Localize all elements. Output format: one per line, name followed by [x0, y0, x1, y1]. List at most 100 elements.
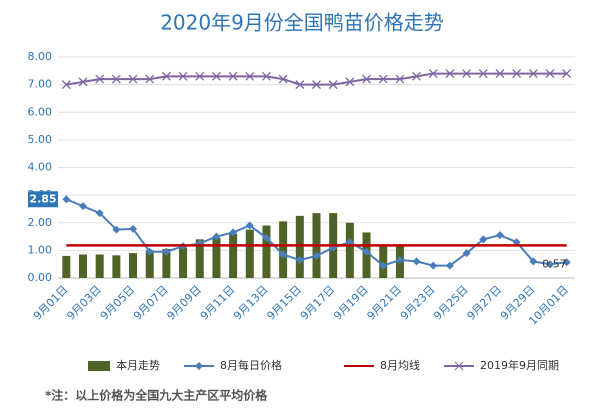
x-tick-label: 9月03日: [64, 283, 104, 323]
x-tick-label: 9月19日: [331, 283, 371, 323]
marker: [228, 71, 238, 81]
marker: [345, 77, 355, 87]
y-tick-label: 6.00: [28, 105, 53, 118]
x-tick-label: 9月15日: [264, 283, 304, 323]
x-tick-label: 9月11日: [198, 283, 238, 323]
data-label: 2.85: [29, 192, 56, 205]
marker: [479, 235, 488, 244]
y-tick-label: 2.00: [28, 216, 53, 229]
marker: [162, 247, 171, 256]
bar: [262, 225, 271, 278]
x-tick-label: 9月23日: [398, 283, 438, 323]
legend-marker: [454, 361, 464, 371]
marker: [262, 233, 271, 242]
marker: [462, 69, 472, 79]
line: [66, 72, 567, 86]
marker: [145, 74, 155, 84]
marker: [62, 195, 71, 204]
marker: [512, 238, 521, 247]
marker: [478, 69, 488, 79]
marker: [495, 69, 505, 79]
x-tick-label: 9月27日: [465, 283, 505, 323]
x-tick-label: 9月07日: [131, 283, 171, 323]
marker: [345, 238, 354, 247]
x-tick-label: 9月05日: [98, 283, 138, 323]
marker: [129, 224, 138, 233]
marker: [562, 258, 571, 267]
marker: [312, 80, 321, 90]
marker: [312, 251, 321, 260]
marker: [279, 250, 288, 259]
marker: [112, 225, 121, 234]
bar: [145, 250, 154, 278]
marker: [462, 249, 471, 258]
bar: [195, 239, 204, 278]
marker: [111, 74, 121, 84]
marker: [61, 80, 71, 90]
marker: [278, 74, 288, 84]
chart-title: 2020年9月份全国鸭苗价格走势: [160, 11, 444, 35]
legend-swatch: [88, 361, 110, 371]
marker: [328, 80, 338, 90]
marker: [562, 69, 572, 79]
data-label: 0.57: [542, 257, 567, 270]
bar: [245, 229, 254, 278]
marker: [95, 209, 104, 218]
y-tick-label: 4.00: [28, 161, 53, 174]
marker: [178, 71, 188, 81]
marker: [95, 74, 105, 84]
marker: [295, 256, 304, 265]
marker: [229, 228, 238, 237]
marker: [245, 71, 255, 81]
bar: [345, 222, 354, 278]
y-tick-label: 5.00: [28, 133, 53, 146]
marker: [512, 69, 522, 79]
bar: [162, 248, 171, 278]
x-tick-label: 9月25日: [431, 283, 471, 323]
marker: [445, 261, 454, 270]
marker: [78, 77, 88, 87]
marker: [528, 69, 538, 79]
bar: [279, 221, 288, 278]
marker: [245, 221, 254, 230]
bar: [179, 247, 188, 278]
marker: [445, 69, 455, 79]
legend-label: 2019年9月同期: [480, 358, 559, 372]
label-box: [28, 191, 58, 208]
marker: [79, 202, 88, 211]
x-tick-label: 9月13日: [231, 283, 271, 323]
marker: [378, 74, 388, 84]
marker: [495, 231, 504, 240]
bar: [62, 255, 71, 278]
marker: [362, 247, 371, 256]
y-tick-label: 0.00: [28, 271, 53, 284]
marker: [429, 261, 438, 270]
marker: [395, 74, 405, 84]
marker: [379, 261, 388, 270]
marker: [212, 232, 221, 241]
marker: [362, 74, 371, 84]
legend-label: 8月每日价格: [220, 358, 282, 372]
bar: [229, 233, 238, 278]
legend-marker: [195, 362, 203, 370]
marker: [412, 71, 422, 81]
marker: [412, 257, 421, 266]
marker: [128, 74, 138, 84]
marker: [262, 71, 271, 81]
y-tick-label: 1.00: [28, 243, 53, 256]
y-tick-label: 7.00: [28, 78, 53, 91]
footnote: *注：以上价格为全国九大主产区平均价格: [45, 388, 268, 403]
x-tick-label: 9月21日: [365, 283, 405, 323]
marker: [545, 260, 554, 269]
marker: [161, 71, 171, 81]
marker: [395, 256, 404, 265]
x-tick-label: 9月17日: [298, 283, 338, 323]
marker: [428, 69, 438, 79]
marker: [529, 257, 538, 266]
bar: [112, 255, 121, 278]
marker: [545, 69, 555, 79]
bar: [95, 254, 104, 278]
legend-label: 8月均线: [380, 358, 420, 372]
x-tick-label: 9月01日: [31, 283, 71, 323]
